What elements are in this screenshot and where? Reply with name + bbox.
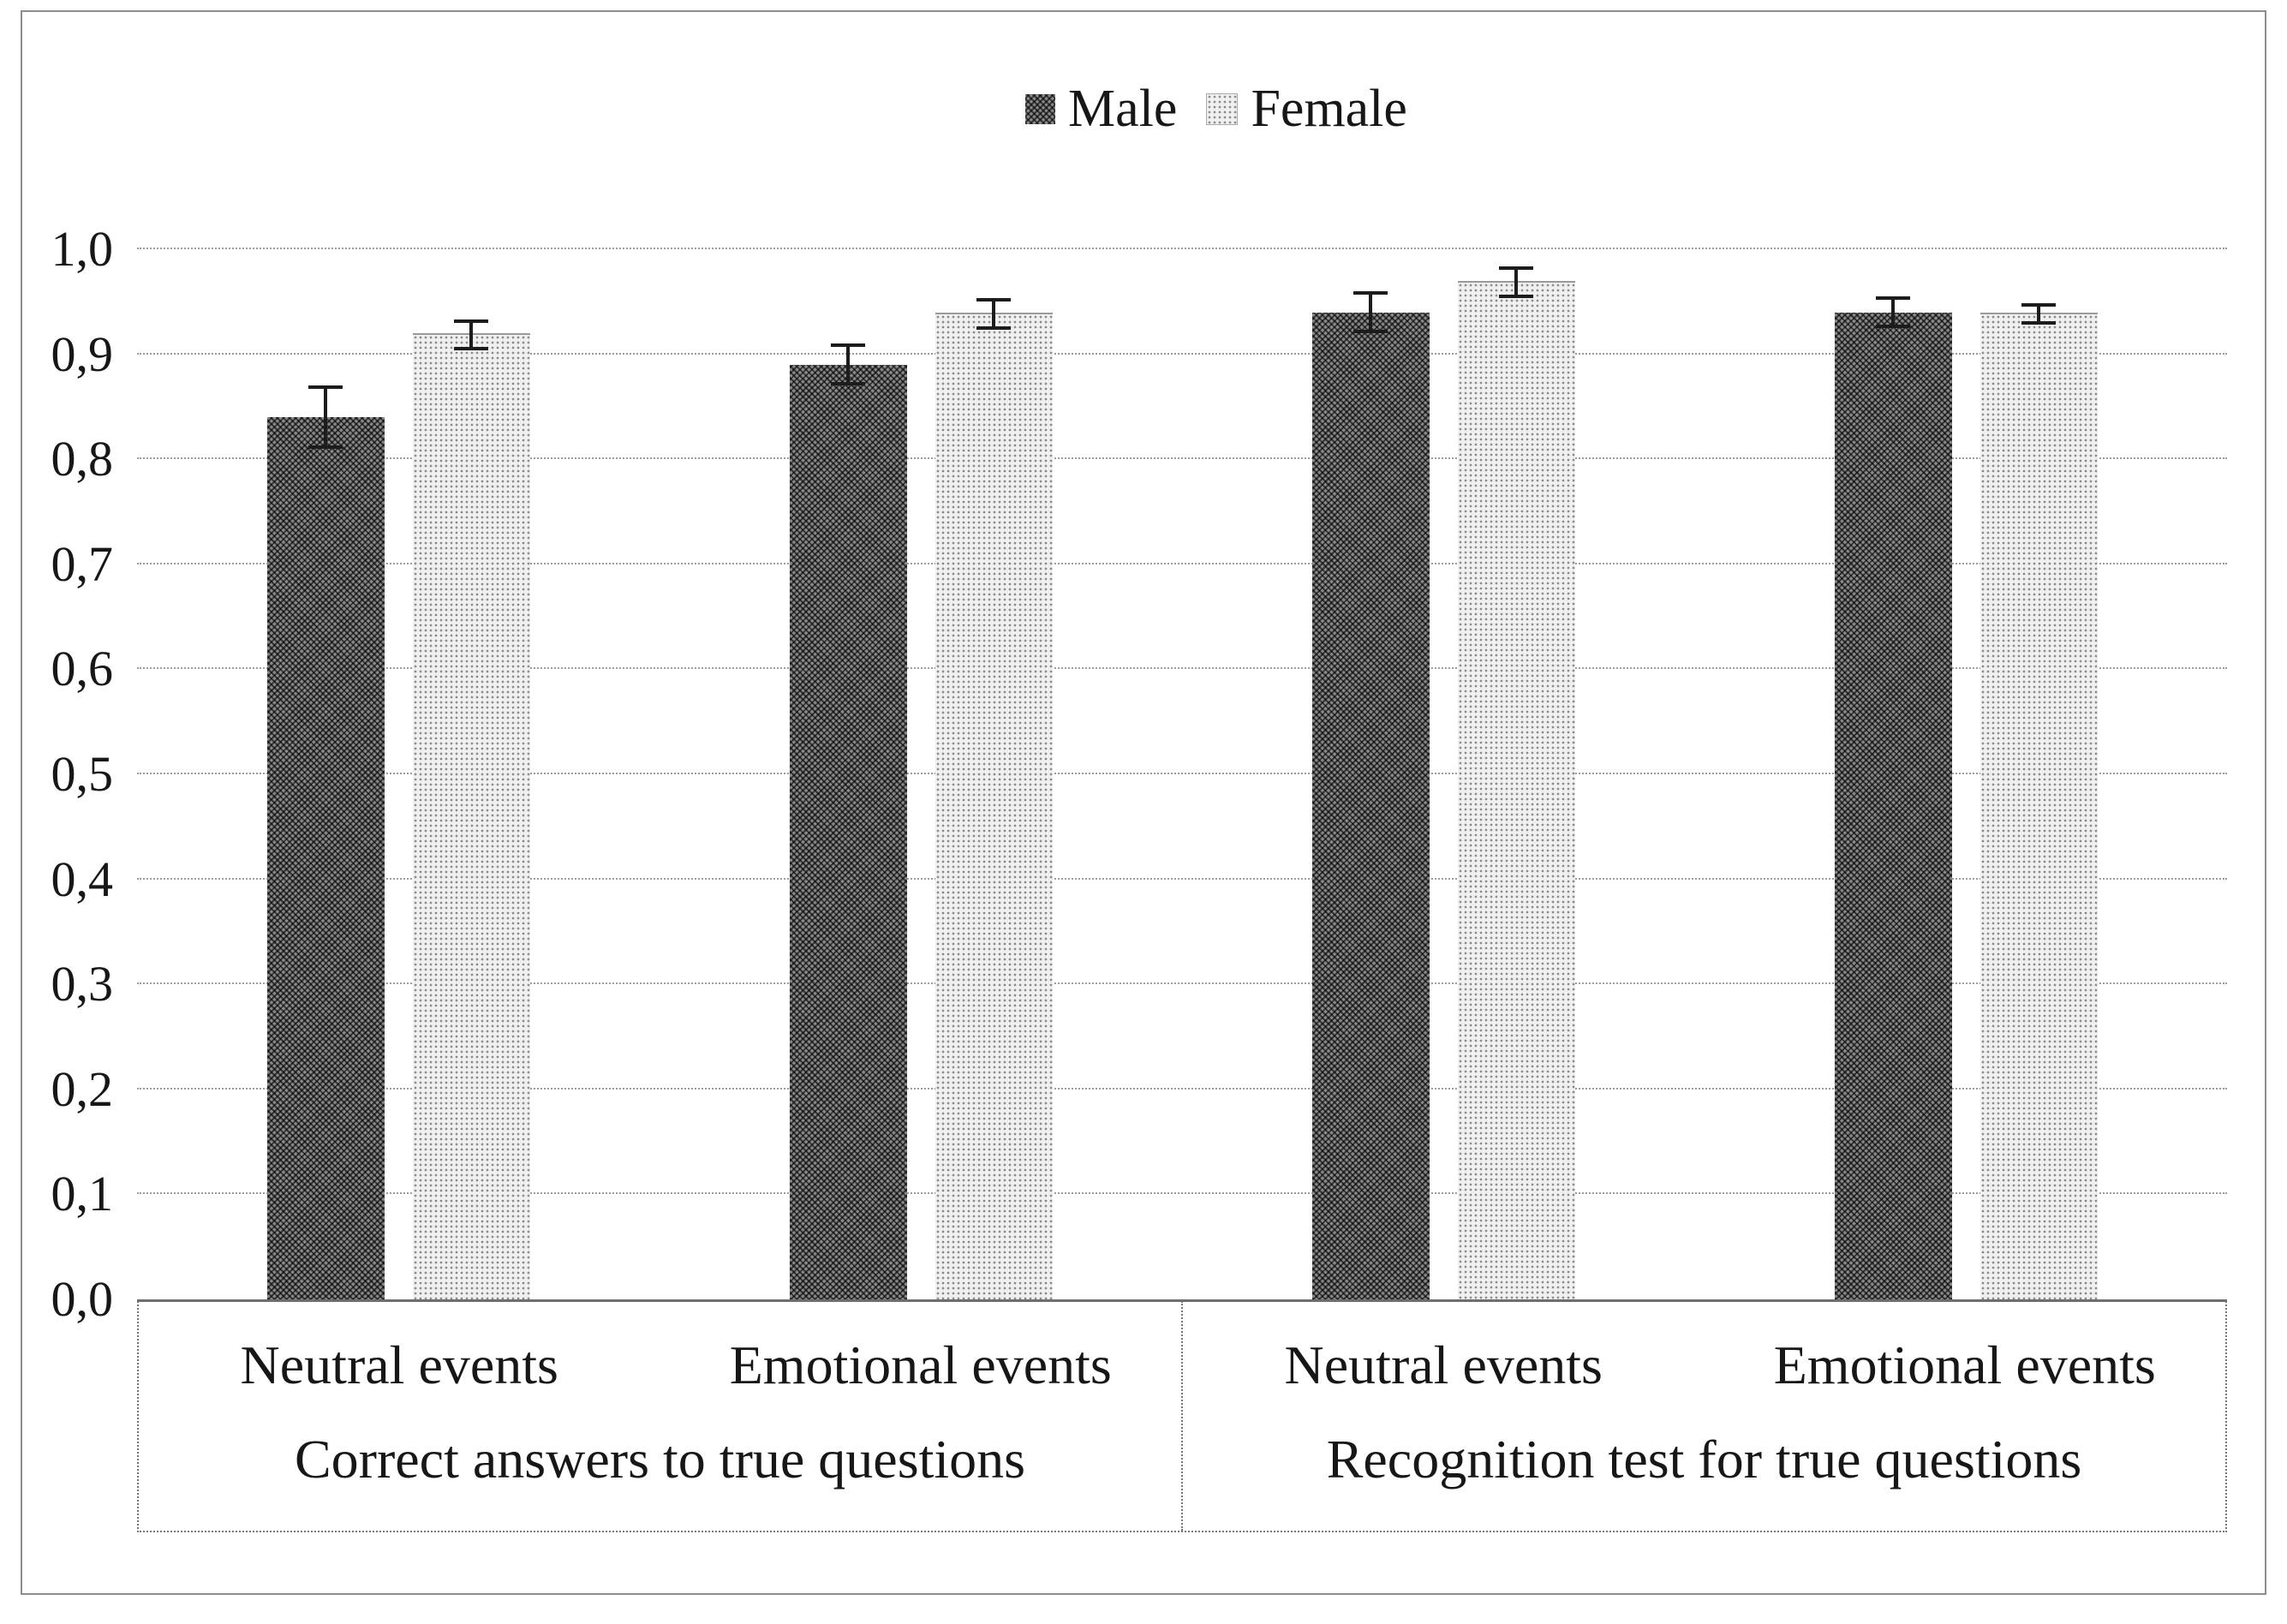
error-bar-cap-top [2021, 303, 2056, 307]
bar-male-3 [1311, 291, 1430, 1299]
error-bar-line [846, 343, 850, 386]
error-bar [1499, 266, 1533, 299]
error-bar [976, 298, 1011, 330]
y-tick-label: 0,8 [51, 431, 114, 487]
bar-female-1 [412, 319, 530, 1299]
subcategory-row: Neutral events Emotional events [139, 1301, 1181, 1411]
chart-legend: Male Female [0, 82, 2287, 135]
bar-group [660, 249, 1182, 1299]
error-bar-cap-top [1353, 291, 1388, 296]
error-bar-line [992, 298, 995, 330]
gridline [137, 667, 2227, 670]
subcategory-label: Neutral events [1284, 1334, 1603, 1395]
error-bar-line [1514, 266, 1518, 299]
category-axis: Neutral events Emotional events Correct an… [137, 1301, 2227, 1532]
error-bar-cap-top [1499, 266, 1533, 271]
error-bar-cap-top [831, 343, 865, 348]
female-swatch-icon [1206, 93, 1239, 125]
error-bar-cap-top [308, 385, 343, 390]
error-bar-cap-bottom [1353, 330, 1388, 334]
y-tick-label: 0,1 [51, 1166, 114, 1222]
bar-group [1182, 249, 1705, 1299]
y-tick-label: 0,0 [51, 1271, 114, 1327]
y-tick-label: 0,7 [51, 535, 114, 592]
subcategory-row: Neutral events Emotional events [1183, 1301, 2225, 1411]
error-bar-cap-top [454, 319, 488, 323]
error-bar-line [469, 319, 473, 351]
y-tick-label: 0,9 [51, 325, 114, 382]
y-tick-label: 0,2 [51, 1060, 114, 1117]
error-bar-line [324, 385, 327, 449]
error-bar-line [1369, 291, 1372, 334]
gridline [137, 773, 2227, 774]
plot-area [137, 248, 2227, 1302]
y-tick-label: 0,6 [51, 641, 114, 697]
error-bar-cap-bottom [454, 347, 488, 351]
bar-group [1705, 249, 2227, 1299]
gridline [137, 877, 2227, 880]
y-tick-label: 0,3 [51, 956, 114, 1012]
y-tick-label: 0,4 [51, 851, 114, 907]
y-tick-label: 0,5 [51, 746, 114, 802]
gridline [137, 352, 2227, 355]
category-section: Neutral events Emotional events Correct an… [139, 1301, 1181, 1531]
error-bar-cap-bottom [976, 325, 1011, 330]
bar-female-2 [935, 298, 1053, 1299]
bar-female-4 [1979, 303, 2098, 1299]
error-bar [1353, 291, 1388, 334]
bars-layer [137, 249, 2227, 1299]
error-bar-cap-bottom [2021, 320, 2056, 325]
bar-group [137, 249, 660, 1299]
error-bar-cap-bottom [831, 382, 865, 386]
gridline [137, 457, 2227, 460]
bar-male-1 [266, 385, 385, 1299]
figure-border [21, 10, 2266, 1595]
error-bar [1876, 296, 1910, 328]
error-bar-cap-bottom [1876, 324, 1910, 328]
subcategory-label: Neutral events [240, 1334, 558, 1395]
category-group-label: Correct answers to true questions [294, 1429, 1026, 1490]
legend-label-male: Male [1068, 80, 1178, 138]
legend-item-female: Female [1206, 82, 1407, 135]
error-bar-line [1891, 296, 1895, 328]
legend-item-male: Male [1025, 82, 1177, 135]
legend-label-female: Female [1251, 80, 1407, 138]
category-section: Neutral events Emotional events Recognitio… [1181, 1301, 2225, 1531]
gridline [137, 562, 2227, 564]
error-bar-cap-top [976, 298, 1011, 302]
gridline [137, 1192, 2227, 1195]
y-tick-label: 1,0 [51, 221, 114, 277]
male-swatch-icon [1025, 93, 1056, 124]
bar-male-2 [789, 343, 907, 1299]
error-bar-cap-top [1876, 296, 1910, 301]
error-bar [454, 319, 488, 351]
gridline [137, 1087, 2227, 1090]
category-group-label: Recognition test for true questions [1326, 1429, 2082, 1490]
error-bar-cap-bottom [1499, 295, 1533, 299]
bar-male-4 [1834, 296, 1952, 1299]
gridline [137, 982, 2227, 985]
error-bar-cap-bottom [308, 445, 343, 449]
gridline [137, 248, 2227, 249]
error-bar [308, 385, 343, 449]
error-bar [831, 343, 865, 386]
subcategory-label: Emotional events [1773, 1334, 2156, 1395]
y-axis: 0,0 0,1 0,2 0,3 0,4 0,5 0,6 0,7 0,8 0,9 1,0 [0, 224, 114, 1324]
error-bar [2021, 303, 2056, 325]
subcategory-label: Emotional events [729, 1334, 1112, 1395]
bar-female-3 [1457, 266, 1575, 1299]
error-bar-line [2037, 303, 2040, 325]
